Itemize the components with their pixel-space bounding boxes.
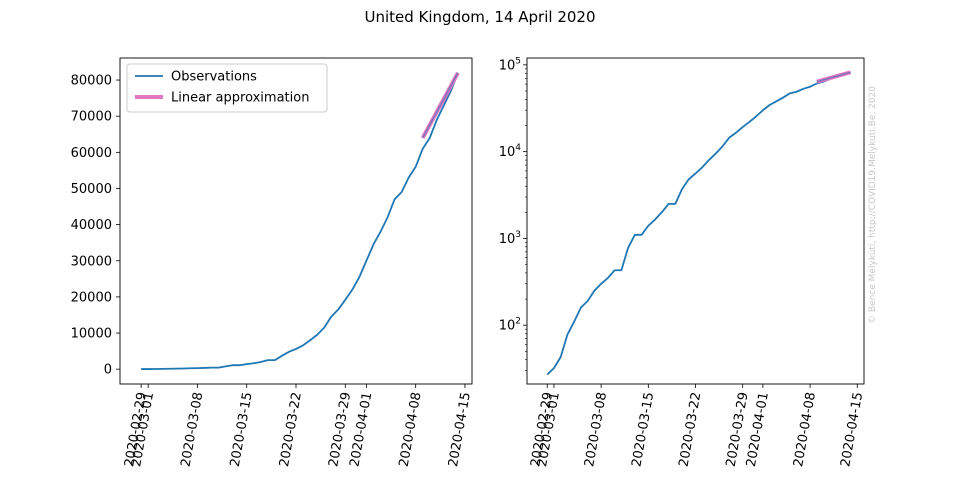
- y-tick-label: 102: [499, 317, 521, 334]
- legend-label: Linear approximation: [171, 91, 309, 106]
- legend-box: [126, 63, 328, 113]
- y-tick-label: 103: [499, 230, 521, 247]
- plot-frame: [526, 57, 865, 385]
- y-tick-label: 30000: [71, 254, 112, 269]
- x-tick-label: 2020-04-08: [397, 391, 425, 468]
- legend: Observations Linear approximation: [126, 63, 328, 113]
- x-tick-label: 2020-03-15: [629, 391, 657, 468]
- x-tick-label: 2020-04-15: [446, 391, 474, 468]
- x-tick-label: 2020-03-08: [178, 391, 206, 468]
- y-tick-label: 0: [104, 363, 112, 378]
- linear-approximation-overlap: [816, 71, 851, 83]
- observations-line: [141, 72, 459, 370]
- figure-title: United Kingdom, 14 April 2020: [364, 8, 595, 26]
- y-tick-label: 70000: [71, 110, 112, 125]
- observations-line: [546, 71, 851, 376]
- y-tick-label: 50000: [71, 182, 112, 197]
- x-tick-label: 2020-03-22: [277, 391, 305, 468]
- legend-label: Observations: [171, 70, 257, 85]
- x-tick-label: 2020-04-08: [791, 391, 819, 468]
- copyright-watermark: © Bence Mélykúti, http://COVID19.Melykut…: [867, 86, 878, 324]
- y-tick-label: 10000: [71, 327, 112, 342]
- y-tick-label: 104: [499, 143, 522, 160]
- y-tick-label: 60000: [71, 146, 112, 161]
- x-tick-label: 2020-03-15: [228, 391, 256, 468]
- linear-approximation-overlap: [422, 72, 459, 139]
- y-tick-label: 40000: [71, 218, 112, 233]
- plot-frame: [119, 57, 473, 385]
- linear-scale-chart: 0 10000 20000 30000 40000 50000 60000 70000 8000…: [71, 57, 474, 468]
- y-tick-label: 20000: [71, 290, 112, 305]
- y-tick-label: 105: [499, 56, 521, 73]
- x-tick-label: 2020-03-08: [582, 391, 610, 468]
- y-tick-label: 80000: [71, 74, 112, 89]
- x-tick-label: 2020-03-22: [677, 391, 705, 468]
- x-tick-label: 2020-04-15: [838, 391, 866, 468]
